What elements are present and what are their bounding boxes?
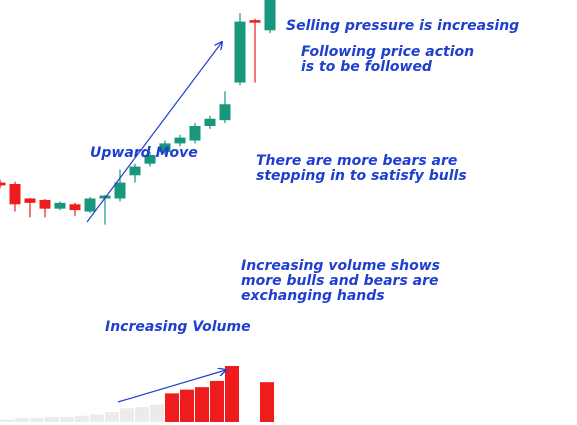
volume-bar <box>120 408 134 422</box>
candle-body <box>234 21 246 83</box>
annotation-following-price-action: Following price action is to be followed <box>301 44 475 75</box>
candle-body <box>204 118 216 126</box>
volume-bar <box>45 417 59 422</box>
volume-bar <box>30 418 44 422</box>
candle-body <box>264 0 276 31</box>
candle-body <box>24 198 36 203</box>
volume-bar <box>260 382 274 422</box>
volume-bar <box>165 393 179 422</box>
candle-body <box>189 126 201 141</box>
volume-bar <box>90 414 104 422</box>
volume-bar <box>75 415 89 422</box>
annotation-increasing-volume: Increasing Volume <box>105 319 251 335</box>
volume-bar <box>210 380 224 422</box>
volume-bar <box>105 412 119 422</box>
annotation-more-bears: There are more bears are stepping in to … <box>256 153 467 184</box>
annotation-increasing-volume-shows: Increasing volume shows more bulls and b… <box>241 258 440 304</box>
candle-body <box>219 104 231 121</box>
candle-body <box>114 182 126 199</box>
candle-body <box>84 198 96 212</box>
candle-body <box>69 204 81 211</box>
volume-bar <box>0 419 14 422</box>
annotation-selling-pressure: Selling pressure is increasing <box>286 18 520 34</box>
candle-body <box>159 143 171 153</box>
annotation-upward-move: Upward Move <box>90 145 198 161</box>
volume-bar <box>15 418 29 422</box>
volume-bar <box>150 404 164 422</box>
volume-bar <box>225 366 239 422</box>
volume-bar <box>180 389 194 422</box>
upward-move-arrow <box>86 42 222 223</box>
candle-body <box>9 184 21 205</box>
candle-body <box>174 137 186 144</box>
candle-body <box>0 182 6 186</box>
candle-body <box>39 199 51 209</box>
candle-body <box>129 166 141 176</box>
volume-bar <box>60 417 74 422</box>
candle-body <box>249 20 261 23</box>
candle-body <box>54 202 66 209</box>
candle-body <box>144 155 156 164</box>
volume-trend-arrow <box>117 370 226 403</box>
volume-bar <box>135 407 149 422</box>
volume-bar <box>195 387 209 422</box>
